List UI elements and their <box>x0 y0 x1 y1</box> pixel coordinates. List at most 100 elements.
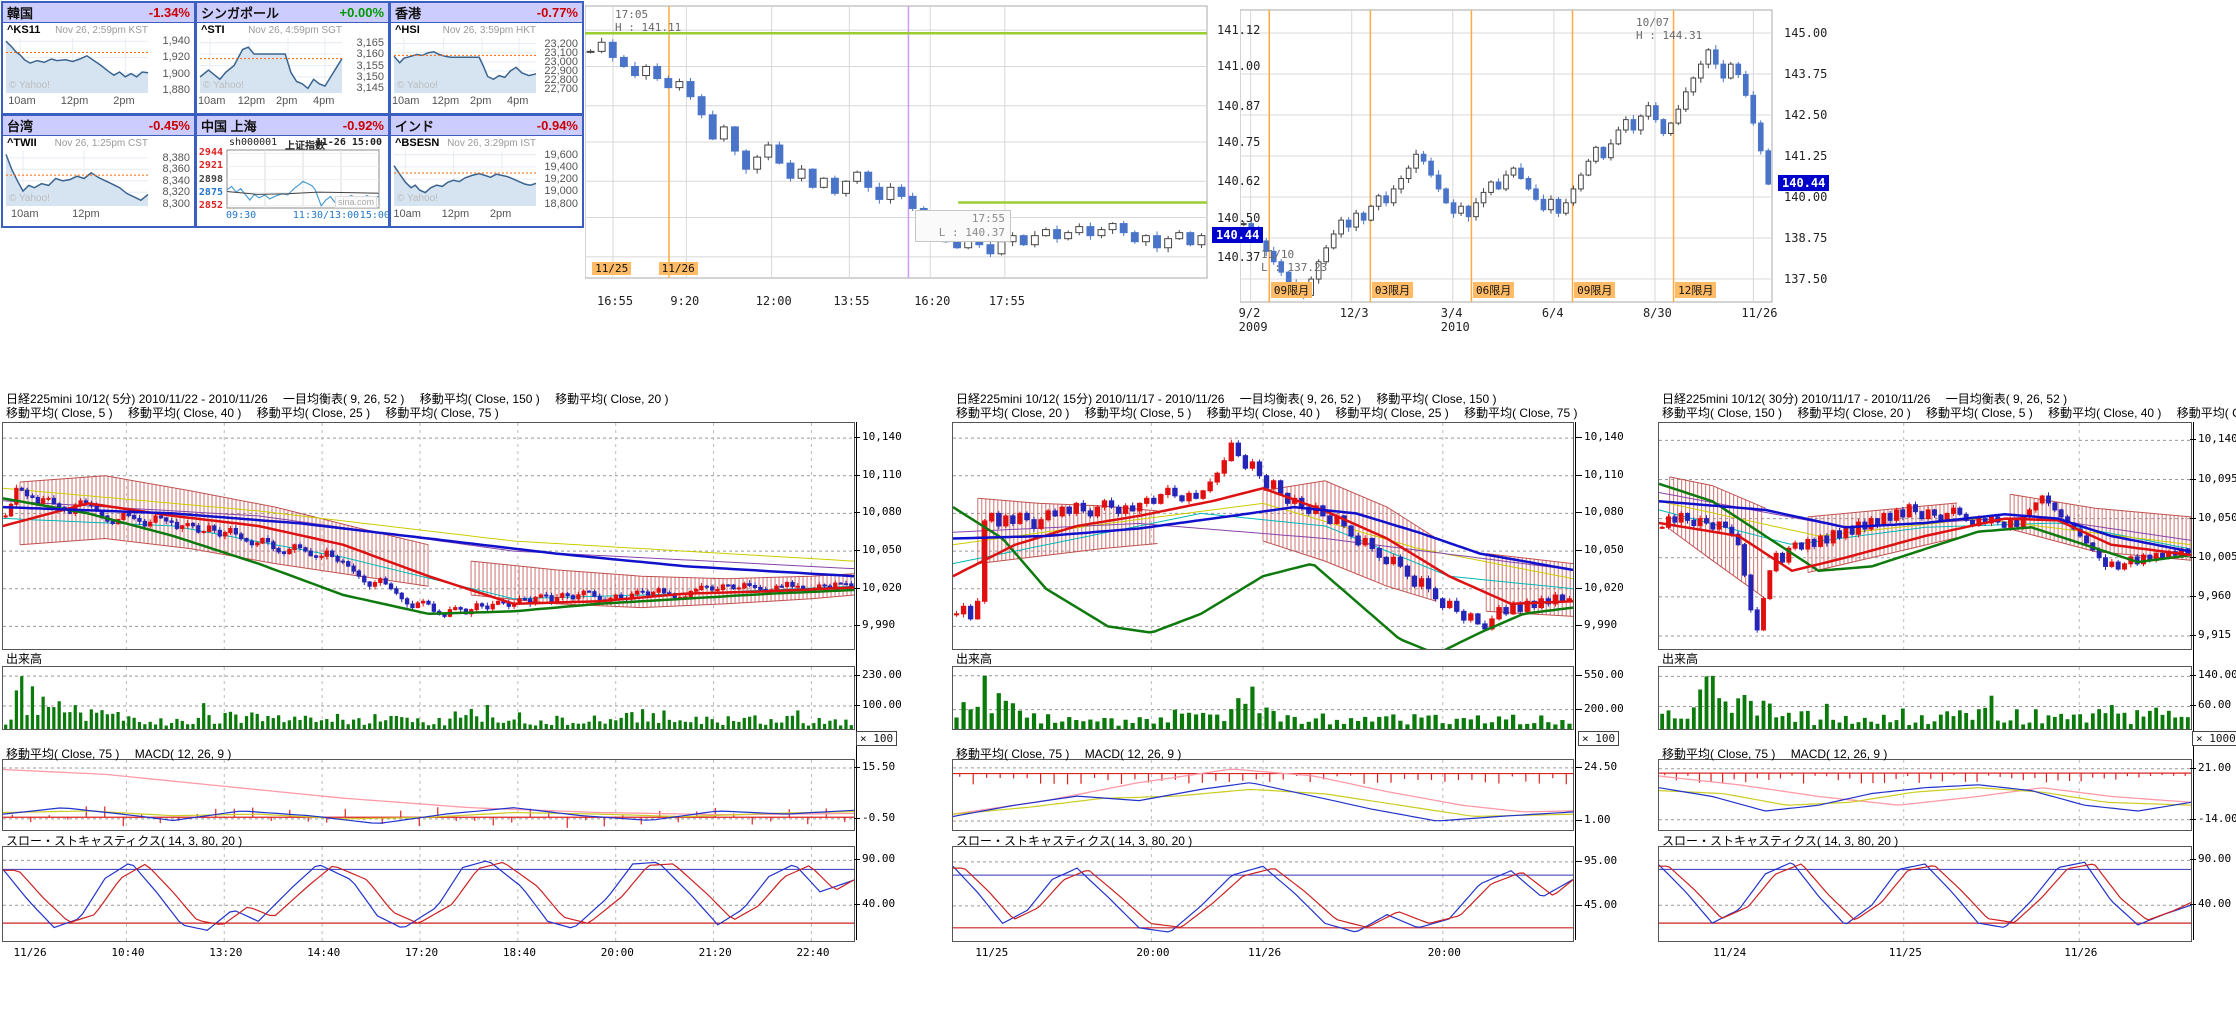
index-tile-singapore[interactable]: シンガポール +0.00% ^STI Nov 26, 4:59pm SGT 3,165 3… <box>195 1 390 115</box>
stochastics-panel <box>1658 846 2192 942</box>
price-axis-tick: 145.00 <box>1784 25 1828 40</box>
y-axis-tick: 1,900 <box>162 67 190 80</box>
time-axis-tick: 21:20 <box>698 946 732 959</box>
chart-title: 日経225mini 10/12( 30分) 2010/11/17 - 2010/… <box>1662 392 2068 406</box>
nikkei225mini-chart-board[interactable]: 日経225mini 10/12( 5分) 2010/11/22 - 2010/1… <box>0 388 2236 1020</box>
price-panel <box>2 422 855 650</box>
index-name: 中国 上海 <box>201 119 257 134</box>
index-tile-india[interactable]: インド -0.94% ^BSESN Nov 26, 3:29pm IST 19,600 1… <box>389 114 584 228</box>
index-change-pct: -0.77% <box>536 5 578 20</box>
y-axis-tick: 8,300 <box>162 197 190 210</box>
axis-tick-label: -0.50 <box>853 810 896 824</box>
date-axis-tick: 9/2 <box>1238 306 1261 320</box>
date-axis-tick: 11/26 <box>1741 306 1778 320</box>
axis-tick-label: 10,110 <box>854 467 902 481</box>
sina-chart-svg <box>226 149 380 209</box>
index-tile-china-shanghai[interactable]: 中国 上海 -0.92% sh000001 上证指数 11-26 15:00 2944 29… <box>195 114 390 228</box>
intraday-candle-svg <box>585 5 1208 279</box>
index-tile-korea[interactable]: 韓国 -1.34% ^KS11 Nov 26, 2:59pm KST 1,940 1,92… <box>1 1 196 115</box>
time-axis-tick: 10:40 <box>111 946 145 959</box>
chart-title: 日経225mini 10/12( 5分) 2010/11/22 - 2010/1… <box>6 392 669 406</box>
axis-tick-label: 9,990 <box>1575 618 1618 632</box>
tile-header: 台湾 -0.45% <box>3 116 194 136</box>
macd-panel <box>1658 759 2192 831</box>
year-axis-tick: 2009 <box>1238 320 1268 334</box>
y-axis-tick: 18,800 <box>544 197 578 210</box>
contract-month-tag: 06限月 <box>1473 282 1515 298</box>
time-axis-tick: 11/24 <box>1713 946 1747 959</box>
stochastics-panel <box>952 846 1574 942</box>
price-axis-tick: 143.75 <box>1784 66 1828 81</box>
y-axis-tick: 22,700 <box>544 83 578 96</box>
index-change-pct: -0.94% <box>536 118 578 133</box>
y-axis-tick: 8,380 <box>162 151 190 164</box>
price-axis-tick: 138.75 <box>1784 231 1828 246</box>
index-tile-taiwan[interactable]: 台湾 -0.45% ^TWII Nov 26, 1:25pm CST 8,380 8,36… <box>1 114 196 228</box>
low-value: L : 137.23 <box>1261 261 1328 274</box>
chart-title: 日経225mini 10/12( 15分) 2010/11/17 - 2010/… <box>956 392 1497 406</box>
time-axis-tick: 20:00 <box>600 946 634 959</box>
time-axis-tick: 9:20 <box>670 294 700 308</box>
right-axis-ruler <box>2193 422 2194 940</box>
axis-tick-label: 10,020 <box>854 580 902 594</box>
macd-label: 移動平均( Close, 75 ) MACD( 12, 26, 9 ) <box>1662 747 1888 761</box>
low-time: 17:55 <box>971 212 1005 225</box>
macd-label: 移動平均( Close, 75 ) MACD( 12, 26, 9 ) <box>6 747 232 761</box>
axis-tick-label: 40.00 <box>853 897 896 911</box>
y-axis-tick: 2898 <box>198 173 223 185</box>
x-axis-tick: 12pm <box>72 208 100 220</box>
y-axis-tick: 22,900 <box>544 65 578 77</box>
axis-tick-label: 90.00 <box>853 852 896 866</box>
stochastics-label: スロー・ストキャスティクス( 14, 3, 80, 20 ) <box>1662 834 1899 848</box>
axis-tick-label: 100.00 <box>854 698 902 712</box>
timestamp: Nov 26, 2:59pm KST <box>55 25 148 36</box>
tile-chart-area: sh000001 上证指数 11-26 15:00 2944 2921 2898 2875 2… <box>197 136 388 225</box>
axis-tick-label: 10,005 <box>2190 549 2236 563</box>
contract-month-tag: 09限月 <box>1270 282 1313 298</box>
price-axis-tick: 141.12 <box>1217 23 1261 38</box>
index-name-cn: 上证指数 <box>285 141 325 152</box>
x-axis-tick: 10am <box>11 208 39 220</box>
year-low-annotation: 11/10 L : 137.23 <box>1261 248 1327 274</box>
right-axis-ruler <box>1575 422 1576 940</box>
time-axis-tick: 22:40 <box>796 946 830 959</box>
index-tile-hongkong[interactable]: 香港 -0.77% ^HSI Nov 26, 3:59pm HKT 23,200 23,1… <box>389 1 584 115</box>
y-axis-tick: 19,600 <box>544 148 578 161</box>
y-axis-tick: 3,150 <box>356 70 384 83</box>
y-axis-tick: 8,360 <box>162 163 190 176</box>
index-name: 台湾 <box>7 119 34 134</box>
date-axis-tick: 3/4 <box>1440 306 1463 320</box>
watermark: © Yahoo! <box>397 193 438 204</box>
jgb-futures-daily-chart[interactable]: 10/07 H : 144.31 11/10 L : 137.23 140.44… <box>1238 0 1900 345</box>
y-axis-tick: 23,100 <box>544 46 578 59</box>
tile-chart-area: ^HSI Nov 26, 3:59pm HKT 23,200 23,100 23,000… <box>391 23 582 112</box>
time-axis-tick: 13:55 <box>833 294 870 308</box>
high-time: 10/07 <box>1636 16 1670 29</box>
time-axis-tick: 11/26 <box>2064 946 2098 959</box>
x-axis-tick: 10am <box>8 95 36 107</box>
timestamp: Nov 26, 3:59pm HKT <box>442 25 536 36</box>
jgb-futures-intraday-chart[interactable]: 17:05 H : 141.11 17:55 L : 140.37 140.44… <box>585 0 1285 330</box>
daily-candle-svg <box>1240 9 1773 303</box>
x-axis-tick: 12pm <box>237 95 266 107</box>
price-axis-tick: 140.00 <box>1784 190 1828 204</box>
index-name: 香港 <box>395 6 422 21</box>
tile-chart-area: ^STI Nov 26, 4:59pm SGT 3,165 3,160 3,155 3,1… <box>197 23 388 112</box>
axis-tick-label: 10,095 <box>2190 471 2236 485</box>
symbol-label: ^STI <box>201 24 225 36</box>
time-axis-tick: 13:20 <box>209 946 243 959</box>
high-value: H : 144.31 <box>1636 29 1703 42</box>
index-change-pct: -1.34% <box>148 5 190 20</box>
index-name: インド <box>395 119 435 134</box>
low-value: L : 140.37 <box>938 226 1005 239</box>
time-axis-tick: 20:00 <box>1136 946 1170 959</box>
price-axis-tick: 137.50 <box>1784 272 1828 287</box>
symbol-label: ^HSI <box>395 24 420 36</box>
time-axis-tick: 11/26 <box>1248 946 1282 959</box>
y-axis-tick: 3,155 <box>356 59 384 72</box>
x-axis-tick: 15:00 <box>359 210 390 221</box>
session-date-tag: 11/26 <box>658 262 698 275</box>
date-axis-tick: 8/30 <box>1642 306 1672 320</box>
axis-tick-label: 10,020 <box>1576 580 1624 594</box>
macd-panel <box>952 759 1574 831</box>
